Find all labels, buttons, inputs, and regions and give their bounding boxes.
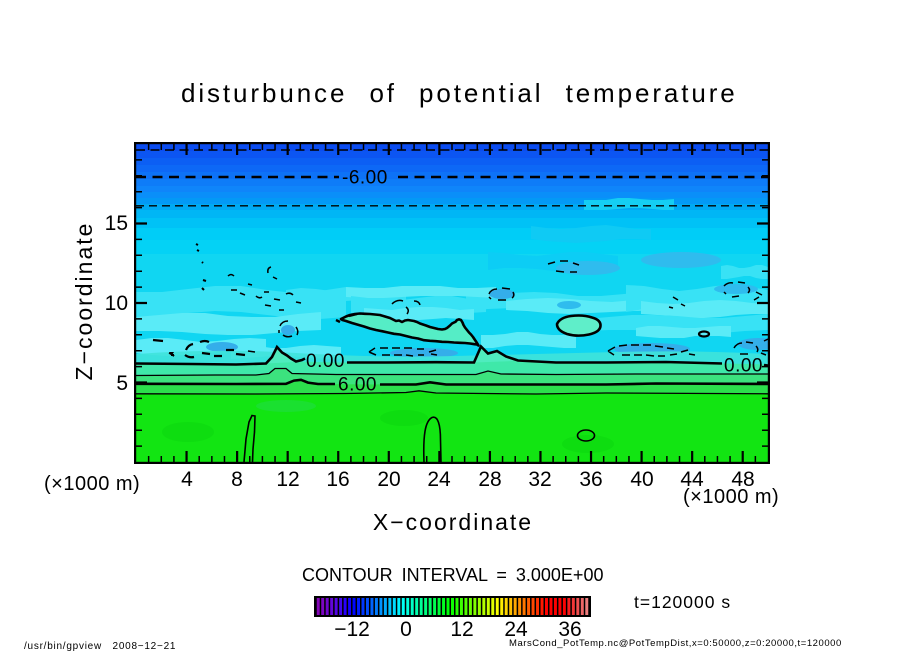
svg-text:0.00: 0.00 [724,356,763,377]
svg-text:6.00: 6.00 [338,375,377,396]
svg-text:0.00: 0.00 [306,351,345,372]
svg-text:-6.00: -6.00 [342,168,388,189]
